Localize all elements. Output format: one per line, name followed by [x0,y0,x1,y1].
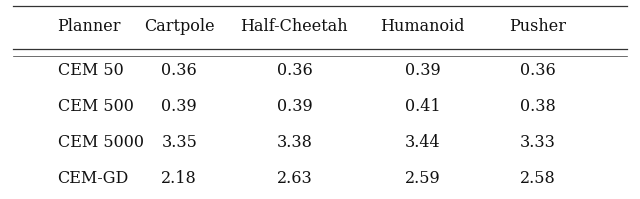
Text: 0.36: 0.36 [520,62,556,79]
Text: CEM-GD: CEM-GD [58,170,129,187]
Text: CEM 500: CEM 500 [58,98,134,115]
Text: 2.58: 2.58 [520,170,556,187]
Text: 3.38: 3.38 [276,134,312,151]
Text: 3.35: 3.35 [161,134,197,151]
Text: Half-Cheetah: Half-Cheetah [241,18,348,35]
Text: Cartpole: Cartpole [144,18,214,35]
Text: CEM 5000: CEM 5000 [58,134,143,151]
Text: 0.36: 0.36 [276,62,312,79]
Text: Pusher: Pusher [509,18,566,35]
Text: 2.59: 2.59 [404,170,440,187]
Text: 0.38: 0.38 [520,98,556,115]
Text: Humanoid: Humanoid [380,18,465,35]
Text: 2.18: 2.18 [161,170,197,187]
Text: 2.63: 2.63 [276,170,312,187]
Text: 0.39: 0.39 [276,98,312,115]
Text: 0.39: 0.39 [404,62,440,79]
Text: 3.33: 3.33 [520,134,556,151]
Text: CEM 50: CEM 50 [58,62,124,79]
Text: 0.41: 0.41 [404,98,440,115]
Text: 0.39: 0.39 [161,98,197,115]
Text: 3.44: 3.44 [404,134,440,151]
Text: Planner: Planner [58,18,121,35]
Text: 0.36: 0.36 [161,62,197,79]
